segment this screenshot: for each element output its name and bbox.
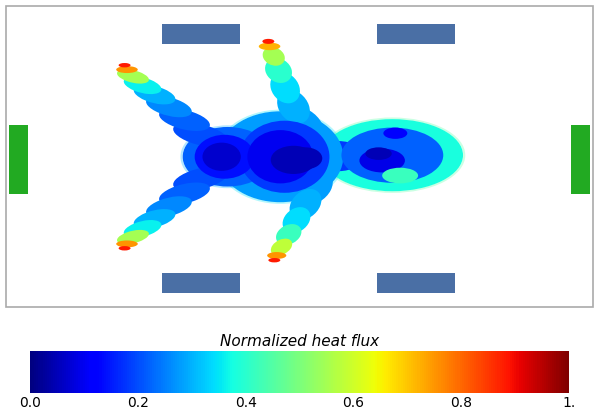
Ellipse shape — [146, 96, 192, 117]
Ellipse shape — [202, 143, 241, 171]
Ellipse shape — [285, 107, 324, 144]
Ellipse shape — [195, 135, 255, 179]
Ellipse shape — [134, 85, 176, 104]
Ellipse shape — [134, 209, 176, 229]
Ellipse shape — [271, 146, 316, 174]
Ellipse shape — [119, 246, 131, 250]
Ellipse shape — [259, 43, 280, 50]
Bar — [162, 273, 240, 293]
Ellipse shape — [173, 123, 228, 147]
Ellipse shape — [365, 148, 392, 160]
Ellipse shape — [124, 220, 161, 238]
Ellipse shape — [116, 240, 138, 247]
Ellipse shape — [117, 69, 149, 84]
Ellipse shape — [289, 147, 322, 169]
Title: Normalized heat flux: Normalized heat flux — [220, 334, 379, 349]
Ellipse shape — [146, 196, 192, 217]
Ellipse shape — [263, 47, 285, 66]
Ellipse shape — [359, 149, 405, 173]
Ellipse shape — [382, 168, 418, 184]
Ellipse shape — [276, 224, 301, 245]
Ellipse shape — [119, 63, 131, 67]
Ellipse shape — [296, 171, 333, 205]
Ellipse shape — [217, 111, 343, 202]
Ellipse shape — [183, 127, 273, 186]
Ellipse shape — [159, 183, 210, 205]
Ellipse shape — [159, 109, 210, 131]
Ellipse shape — [341, 127, 443, 183]
Ellipse shape — [262, 39, 274, 44]
Bar — [571, 125, 590, 194]
Ellipse shape — [270, 72, 300, 103]
Ellipse shape — [271, 239, 292, 255]
Ellipse shape — [240, 121, 329, 193]
Bar — [377, 23, 455, 44]
Ellipse shape — [268, 258, 280, 263]
Bar — [377, 273, 455, 293]
Ellipse shape — [313, 141, 364, 171]
Ellipse shape — [277, 89, 310, 124]
Bar — [162, 23, 240, 44]
Ellipse shape — [247, 130, 313, 184]
Ellipse shape — [289, 189, 322, 220]
Ellipse shape — [173, 167, 228, 191]
Bar — [9, 125, 28, 194]
Ellipse shape — [124, 76, 161, 94]
Ellipse shape — [265, 58, 292, 83]
Ellipse shape — [383, 127, 407, 139]
Ellipse shape — [267, 252, 286, 259]
Ellipse shape — [117, 230, 149, 244]
Ellipse shape — [116, 66, 138, 73]
Ellipse shape — [322, 119, 463, 191]
Ellipse shape — [283, 207, 310, 233]
